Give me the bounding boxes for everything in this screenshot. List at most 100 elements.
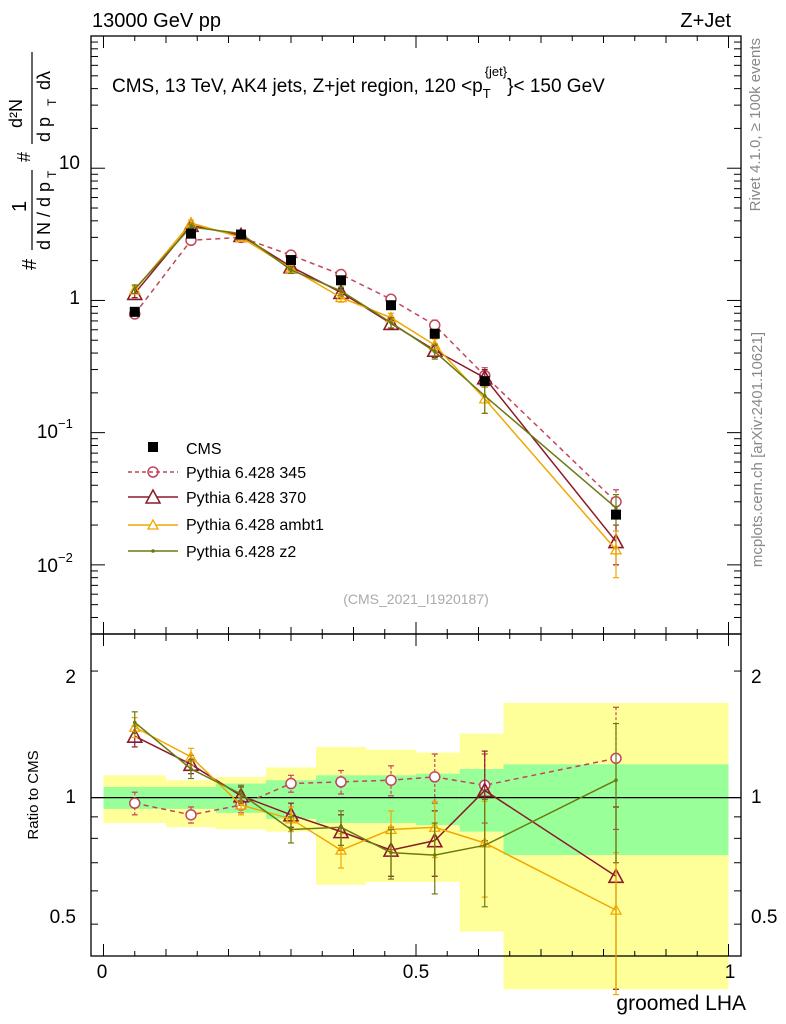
- legend-marker-p345: [147, 466, 159, 478]
- main-title-tail: }< 150 GeV: [507, 76, 605, 97]
- ratio-ytick-label-2-left: 2: [65, 667, 76, 688]
- data-point-z2: [189, 767, 193, 771]
- data-point-cms: [429, 328, 440, 339]
- ylabel-lam: dλ: [34, 71, 54, 90]
- legend-entry-cms: CMS: [148, 441, 222, 458]
- data-point-z2: [132, 720, 137, 725]
- data-point-cms: [386, 300, 396, 311]
- legend-label-p370: Pythia 6.428 370: [186, 490, 306, 507]
- data-point-z2: [189, 225, 193, 229]
- ylabel-hash: #: [19, 258, 41, 270]
- data-point-p370: [476, 781, 494, 798]
- ylabel-hash2: #: [14, 152, 34, 162]
- ratio-series: [126, 706, 625, 996]
- data-point-p345: [335, 776, 347, 788]
- ylabel-frac-t: T: [45, 98, 59, 106]
- legend-label-ambt1: Pythia 6.428 ambt1: [186, 517, 324, 534]
- legend-marker-p370: [144, 488, 162, 504]
- rivet-label: Rivet 4.1.0, ≥ 100k events: [747, 38, 764, 211]
- xtick-label-1: 1: [725, 962, 736, 983]
- data-point-z2: [614, 506, 618, 510]
- series-line-p345: [134, 236, 617, 503]
- main-title: CMS, 13 TeV, AK4 jets, Z+jet region, 120…: [112, 64, 605, 101]
- watermark: (CMS_2021_I1920187): [343, 591, 489, 607]
- legend-marker-ambt1: [146, 518, 160, 530]
- data-point-z2: [132, 287, 137, 291]
- series-line-p345: [134, 757, 617, 816]
- ratio-axes: [90, 633, 742, 957]
- ratio-ytick-label-2-right: 2: [751, 667, 762, 688]
- ratio-ytick-label-0.5-right: 0.5: [751, 907, 777, 928]
- data-point-p370: [126, 284, 144, 301]
- data-point-cms: [336, 275, 346, 286]
- data-point-ambt1: [334, 291, 348, 303]
- data-point-cms: [479, 376, 490, 387]
- data-point-p345: [429, 319, 441, 331]
- data-point-z2: [614, 778, 618, 783]
- main-ylabel: # 1 d N / d p T # d²N d p T dλ: [6, 52, 59, 270]
- legend-entry-p370: Pythia 6.428 370: [128, 488, 306, 507]
- ylabel-num: d²N: [6, 99, 26, 128]
- data-point-z2: [289, 268, 293, 272]
- ylabel-denom-t: T: [45, 170, 59, 178]
- xlabel: groomed LHA: [616, 992, 746, 1015]
- legend-marker-z2: [151, 549, 155, 553]
- main-title-sup: {jet}: [485, 64, 508, 79]
- data-point-p345: [285, 777, 297, 790]
- data-point-cms: [129, 306, 140, 317]
- main-ytick-label-1: 1: [69, 288, 80, 309]
- ratio-ylabel: Ratio to CMS: [25, 750, 42, 839]
- ylabel-denom: d N / d p: [34, 182, 54, 250]
- uncertainty-band-outer: [459, 733, 504, 932]
- main-title-sub: T: [483, 86, 491, 101]
- main-series: [126, 216, 625, 579]
- legend-label-z2: Pythia 6.428 z2: [186, 544, 296, 561]
- main-ytick-label-0.1: 10 −1: [37, 416, 73, 443]
- uncertainty-band-inner: [459, 768, 504, 832]
- data-point-p345: [185, 809, 197, 821]
- data-point-cms: [236, 229, 246, 240]
- data-point-z2: [239, 792, 243, 796]
- data-point-p370: [382, 314, 400, 331]
- uncertainty-band-inner: [416, 773, 460, 826]
- data-point-cms: [286, 255, 296, 266]
- legend-entry-p345: Pythia 6.428 345: [128, 465, 306, 482]
- ytick-base: 10: [37, 556, 58, 577]
- ratio-ytick-label-1-right: 1: [751, 787, 762, 808]
- data-point-cms: [186, 228, 196, 239]
- data-point-z2: [482, 393, 487, 398]
- data-point-cms: [611, 509, 621, 520]
- ylabel-one: 1: [9, 201, 31, 212]
- legend: CMS Pythia 6.428 345 Pythia 6.428 370 Py…: [128, 441, 324, 561]
- data-point-p345: [429, 771, 441, 783]
- data-point-ambt1: [234, 798, 248, 810]
- data-point-z2: [339, 289, 343, 293]
- ytick-exp: −2: [58, 550, 73, 565]
- data-point-z2: [482, 843, 487, 848]
- ratio-ytick-label-1-left: 1: [65, 787, 76, 808]
- data-point-ambt1: [609, 903, 623, 915]
- data-point-z2: [432, 853, 437, 857]
- legend-entry-ambt1: Pythia 6.428 ambt1: [128, 517, 324, 534]
- ytick-base: 10: [37, 422, 58, 443]
- legend-label-cms: CMS: [186, 441, 222, 458]
- xtick-label-0.5: 0.5: [403, 962, 429, 983]
- main-ytick-label-10: 10: [59, 153, 80, 174]
- data-point-z2: [389, 320, 393, 325]
- ylabel-frac-denom: d p: [34, 117, 54, 142]
- data-point-z2: [339, 825, 343, 830]
- main-title-text: CMS, 13 TeV, AK4 jets, Z+jet region, 120…: [112, 76, 483, 97]
- header-right: Z+Jet: [680, 10, 731, 32]
- header-left: 13000 GeV pp: [92, 10, 221, 32]
- legend-label-p345: Pythia 6.428 345: [186, 465, 306, 482]
- data-point-p345: [129, 797, 141, 809]
- ytick-exp: −1: [58, 416, 73, 431]
- mcplots-label: mcplots.cern.ch [arXiv:2401.10621]: [749, 332, 766, 567]
- data-point-z2: [389, 850, 393, 855]
- data-point-ambt1: [334, 843, 348, 855]
- data-point-p345: [385, 774, 397, 786]
- data-point-p370: [126, 727, 144, 743]
- ratio-ytick-label-0.5-left: 0.5: [50, 907, 76, 928]
- xtick-label-0: 0: [97, 962, 108, 983]
